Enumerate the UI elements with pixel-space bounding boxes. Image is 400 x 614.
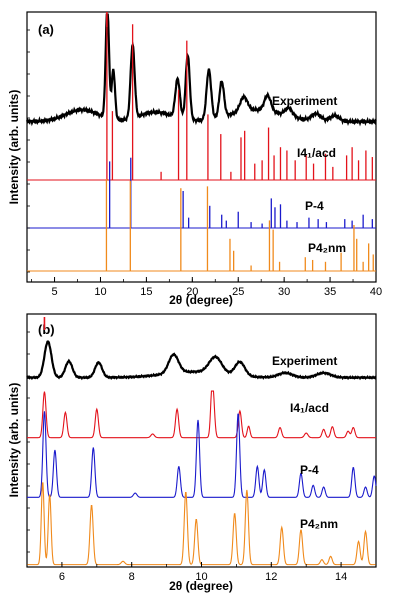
panel-b-label-i41acd: I4₁/acd [290, 401, 329, 415]
x-tick-label: 40 [370, 286, 382, 298]
x-tick-label: 8 [129, 571, 135, 583]
panel-a-label-p42nm: P4₂nm [308, 241, 346, 255]
x-tick-label: 20 [186, 286, 198, 298]
x-tick-label: 25 [232, 286, 244, 298]
panel-a-label-experiment: Experiment [272, 94, 337, 108]
x-tick-label: 10 [94, 286, 106, 298]
x-tick-label: 30 [278, 286, 290, 298]
panel-b-y-axis-title: Intensity (arb. units) [7, 383, 21, 498]
x-tick-label: 6 [59, 571, 65, 583]
series-line-P-4 [27, 411, 377, 498]
panel-a-label-i41acd: I4₁/acd [297, 146, 336, 160]
series-line-experiment [25, 13, 377, 127]
panel-a-frame [26, 11, 377, 283]
x-tick-label: 35 [324, 286, 336, 298]
panel-a-plot-area [25, 12, 377, 272]
panel-a-label-p4: P-4 [305, 199, 324, 213]
panel-a-label: (a) [38, 22, 54, 37]
panel-a-x-ticks: 5 10 15 20 25 30 35 40 [27, 29, 382, 298]
series-line-experiment [26, 340, 377, 381]
panel-b-x-axis-title: 2θ (degree) [169, 579, 233, 593]
panel-b-label-experiment: Experiment [272, 354, 337, 368]
x-tick-label: 15 [140, 286, 152, 298]
panel-a: (a) 5 10 15 20 25 30 35 40 2θ (degree) Experime… [25, 11, 382, 307]
panel-b-label-p42nm: P4₂nm [300, 517, 338, 531]
panel-b: (b) 6 8 10 12 14 2θ (degree) Experiment I4₁/… [26, 313, 377, 593]
x-tick-label: 5 [51, 286, 57, 298]
panel-b-label-p4: P-4 [300, 463, 319, 477]
panel-a-y-axis-title: Intensity (arb. units) [7, 90, 21, 205]
x-tick-label: 10 [195, 571, 207, 583]
panel-a-x-axis-title: 2θ (degree) [169, 293, 233, 307]
x-tick-label: 12 [265, 571, 277, 583]
x-tick-label: 14 [335, 571, 347, 583]
series-line-I41acd [27, 390, 376, 439]
panel-b-label: (b) [38, 322, 55, 337]
panel-b-x-ticks: 6 8 10 12 14 [26, 331, 377, 583]
